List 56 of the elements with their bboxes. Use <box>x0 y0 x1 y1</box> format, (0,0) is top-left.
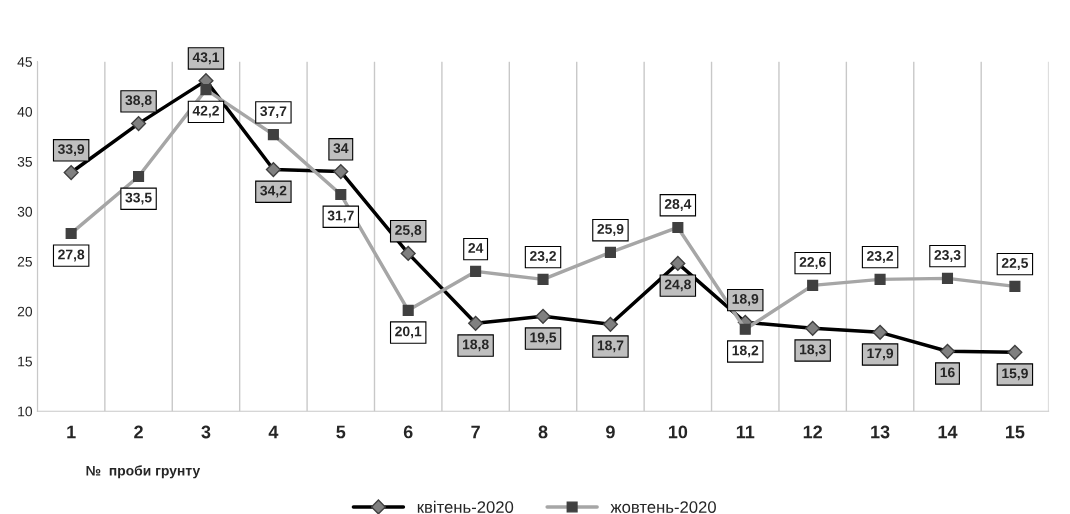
x-tick-label: 14 <box>938 425 958 439</box>
x-tick-label: 8 <box>538 425 548 439</box>
y-tick-label: 25 <box>17 256 33 267</box>
y-tick-label: 15 <box>18 356 33 367</box>
legend-label: квітень-2020 <box>417 500 514 513</box>
x-tick-label: 9 <box>606 425 615 439</box>
y-tick-label: 30 <box>17 206 33 217</box>
x-tick-label: 3 <box>201 425 211 439</box>
data-label: 22,5 <box>1001 258 1029 270</box>
data-label: 33,5 <box>125 192 152 205</box>
x-tick-label: 12 <box>803 425 822 439</box>
data-label: 24,8 <box>664 279 691 292</box>
data-label: 15,9 <box>1002 368 1028 381</box>
y-tick-label: 20 <box>17 306 33 317</box>
legend-label: жовтень-2020 <box>610 501 716 513</box>
data-label: 27,8 <box>58 249 85 262</box>
y-tick-label: 45 <box>17 57 33 67</box>
x-tick-label: 6 <box>403 425 413 439</box>
x-tick-label: 10 <box>668 425 688 439</box>
x-tick-label: 5 <box>336 425 346 439</box>
data-label: 16 <box>940 367 955 378</box>
data-label: 22,6 <box>799 257 826 269</box>
data-label: 43,1 <box>192 52 220 65</box>
x-tick-label: 4 <box>268 425 279 439</box>
x-tick-label: 1 <box>67 425 76 439</box>
data-label: 28,4 <box>664 199 692 211</box>
data-label: 25,9 <box>597 224 624 236</box>
data-label: 23,2 <box>529 251 556 263</box>
y-tick-label: 35 <box>17 156 33 167</box>
data-label: 20,1 <box>395 326 422 339</box>
x-tick-label: 13 <box>871 425 890 439</box>
data-label: 38,8 <box>125 95 152 108</box>
data-label: 34,2 <box>260 185 287 198</box>
x-axis-title: № проби грунту <box>86 465 201 479</box>
data-label: 37,7 <box>260 106 287 119</box>
y-tick-label: 10 <box>18 406 33 417</box>
data-label: 18,3 <box>800 344 826 357</box>
data-label: 18,7 <box>597 340 624 353</box>
data-label: 25,8 <box>395 225 422 237</box>
data-label: 42,2 <box>192 105 219 118</box>
data-label: 18,2 <box>732 345 759 358</box>
data-label: 31,7 <box>327 210 354 223</box>
x-tick-label: 2 <box>134 425 143 439</box>
x-tick-label: 15 <box>1005 425 1025 439</box>
data-label: 33,9 <box>57 144 85 157</box>
data-label: 17,9 <box>867 348 894 361</box>
data-label: 19,5 <box>530 332 557 345</box>
x-tick-label: 7 <box>471 425 480 439</box>
data-label: 23,2 <box>867 251 894 263</box>
data-label: 18,8 <box>462 339 489 352</box>
data-label: 24 <box>468 243 484 253</box>
data-label: 34 <box>333 143 349 154</box>
data-label: 18,9 <box>732 293 759 306</box>
data-label: 23,3 <box>934 250 961 262</box>
x-tick-label: 11 <box>736 425 755 439</box>
y-tick-label: 40 <box>17 106 33 117</box>
